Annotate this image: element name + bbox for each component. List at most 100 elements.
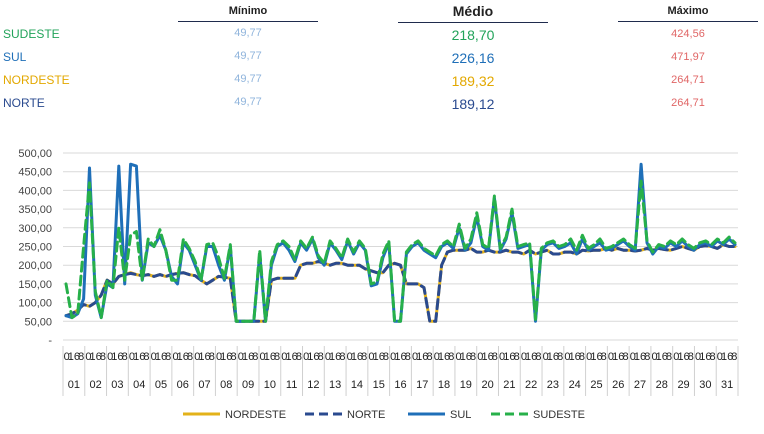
max-value-norte: 264,71 [671,97,705,109]
x-hour-tick: 16 [590,351,602,363]
x-hour-tick: 16 [460,351,472,363]
x-hour-tick: 0 [238,351,244,363]
y-tick-label: 300,00 [18,223,52,235]
x-hour-tick: 8 [405,351,411,363]
x-day-label: 12 [307,379,319,391]
x-axis: 0168010168020168030168040168050168060168… [62,346,739,396]
y-tick-label: - [48,335,52,347]
x-day-label: 08 [220,379,232,391]
x-hour-tick: 0 [85,351,91,363]
legend-label-sudeste: SUDESTE [533,409,585,421]
x-day-label: 26 [612,379,624,391]
x-hour-tick: 16 [416,351,428,363]
x-hour-tick: 0 [564,351,570,363]
header-avg-underline [398,22,548,23]
x-hour-tick: 16 [177,351,189,363]
x-hour-tick: 0 [651,351,657,363]
x-day-label: 23 [547,379,559,391]
x-hour-tick: 8 [187,351,193,363]
x-hour-tick: 8 [143,351,149,363]
x-hour-tick: 0 [303,351,309,363]
x-hour-tick: 0 [347,351,353,363]
x-day-label: 15 [373,379,385,391]
y-tick-label: 500,00 [18,148,52,160]
x-hour-tick: 8 [622,351,628,363]
y-axis: 500,00 450,00 400,00 350,00 300,00 250,00 200,… [18,148,52,347]
x-hour-tick: 16 [721,351,733,363]
x-hour-tick: 16 [525,351,537,363]
x-day-label: 01 [68,379,80,391]
x-day-label: 28 [656,379,668,391]
x-hour-tick: 16 [394,351,406,363]
x-hour-tick: 0 [521,351,527,363]
avg-value-sul: 226,16 [451,50,495,66]
legend-label-sul: SUL [450,409,471,421]
header-max: Máximo [667,5,709,17]
x-day-label: 03 [111,379,123,391]
x-hour-tick: 16 [373,351,385,363]
x-hour-tick: 0 [281,351,287,363]
x-hour-tick: 0 [673,351,679,363]
x-hour-tick: 16 [133,351,145,363]
header-min-underline [178,21,318,22]
avg-value-norte: 189,12 [451,96,495,112]
x-day-label: 10 [264,379,276,391]
x-hour-tick: 8 [710,351,716,363]
x-day-label: 14 [351,379,363,391]
x-day-label: 13 [329,379,341,391]
max-value-sul: 471,97 [671,51,705,63]
x-hour-tick: 16 [438,351,450,363]
x-hour-tick: 8 [601,351,607,363]
x-hour-tick: 0 [608,351,614,363]
x-hour-tick: 8 [318,351,324,363]
header-avg: Médio [452,3,494,19]
max-value-sudeste: 424,56 [671,28,705,40]
x-hour-tick: 8 [731,351,737,363]
legend-label-norte: NORTE [347,409,385,421]
x-day-label: 17 [416,379,428,391]
x-hour-tick: 16 [677,351,689,363]
x-hour-tick: 16 [547,351,559,363]
x-hour-tick: 16 [242,351,254,363]
chart-series [64,162,737,323]
legend-label-nordeste: NORDESTE [225,409,286,421]
header-min: Mínimo [228,5,268,17]
x-hour-tick: 0 [216,351,222,363]
x-hour-tick: 0 [325,351,331,363]
x-hour-tick: 0 [107,351,113,363]
x-day-label: 24 [569,379,581,391]
region-label-nordeste: NORDESTE [3,73,70,87]
x-hour-tick: 0 [695,351,701,363]
x-hour-tick: 8 [274,351,280,363]
x-hour-tick: 16 [612,351,624,363]
x-hour-tick: 0 [586,351,592,363]
x-hour-tick: 0 [543,351,549,363]
x-hour-tick: 8 [514,351,520,363]
min-value-norte: 49,77 [234,96,262,108]
min-value-nordeste: 49,77 [234,73,262,85]
avg-value-sudeste: 218,70 [451,27,495,43]
x-hour-tick: 0 [717,351,723,363]
x-hour-tick: 16 [68,351,80,363]
x-day-label: 27 [634,379,646,391]
x-hour-tick: 16 [699,351,711,363]
x-hour-tick: 8 [688,351,694,363]
y-tick-label: 450,00 [18,167,52,179]
x-day-label: 30 [699,379,711,391]
region-label-norte: NORTE [3,96,45,110]
x-hour-tick: 16 [634,351,646,363]
y-tick-label: 200,00 [18,260,52,272]
y-tick-label: 50,00 [24,316,52,328]
x-hour-tick: 16 [569,351,581,363]
x-hour-tick: 0 [456,351,462,363]
x-hour-tick: 8 [448,351,454,363]
x-day-label: 31 [721,379,733,391]
x-hour-tick: 8 [100,351,106,363]
x-hour-tick: 0 [129,351,135,363]
x-hour-tick: 0 [477,351,483,363]
min-value-sul: 49,77 [234,50,262,62]
y-tick-label: 400,00 [18,185,52,197]
y-tick-label: 350,00 [18,204,52,216]
x-day-label: 20 [481,379,493,391]
